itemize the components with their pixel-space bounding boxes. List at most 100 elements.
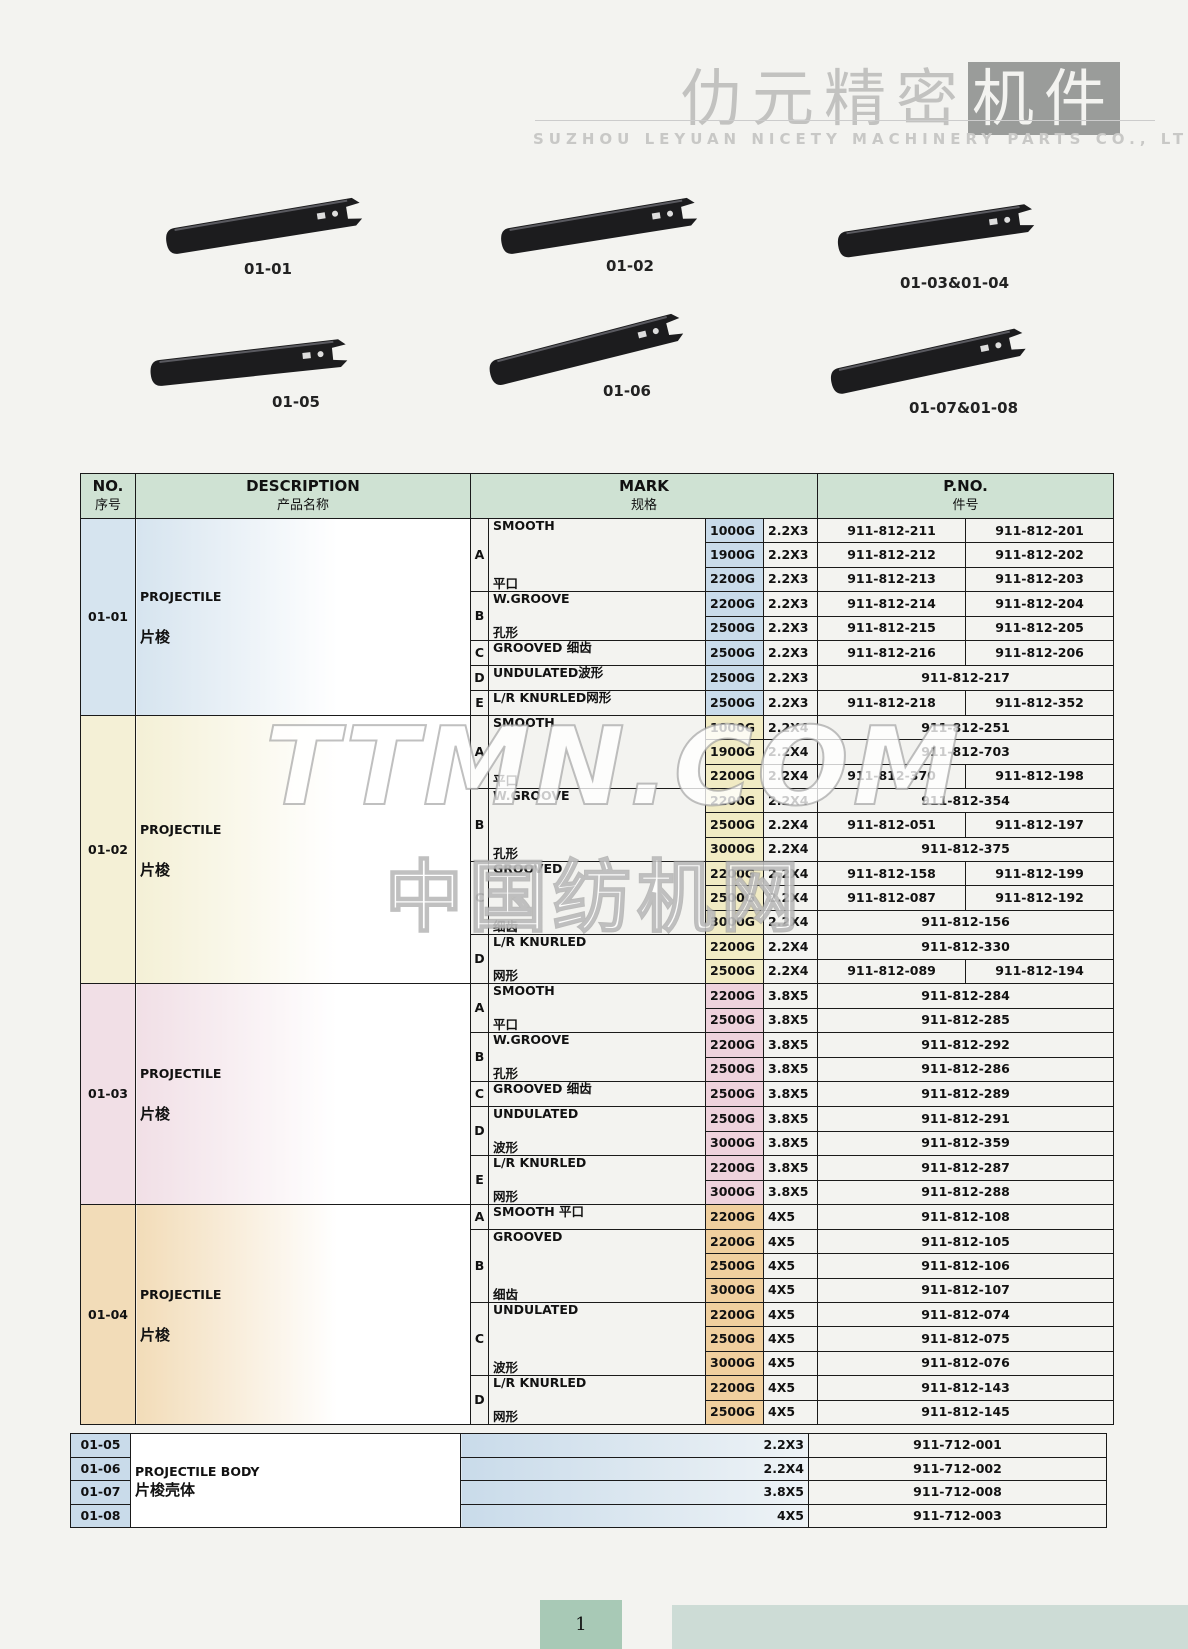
weight: 2200G xyxy=(705,591,764,617)
table-row: 3000G 2.2X4 911-812-156 xyxy=(81,909,1115,936)
size: 2.2X4 xyxy=(762,934,819,960)
part-no: 911-812-198 xyxy=(965,763,1115,790)
label-line: 网形 xyxy=(493,1409,519,1424)
size: 3.8X5 xyxy=(762,1155,819,1181)
part-no: 911-812-197 xyxy=(965,812,1115,838)
part-no: 911-812-286 xyxy=(817,1056,1115,1082)
table-row: 3000G 2.2X4 911-812-375 xyxy=(81,836,1115,863)
size: 3.8X5 xyxy=(762,1106,819,1132)
size: 4X5 xyxy=(762,1399,819,1425)
weight: 2200G xyxy=(705,566,764,593)
label-line: GROOVED 细齿 xyxy=(493,1081,592,1096)
part-no: 911-812-215 xyxy=(817,615,967,641)
size: 3.8X5 xyxy=(762,1179,819,1205)
weight: 2500G xyxy=(705,885,764,911)
size: 2.2X3 xyxy=(762,566,819,593)
label-wrap: W.GROOVE 孔形 xyxy=(493,591,701,640)
weight: 2500G xyxy=(705,1007,764,1033)
label-line: GROOVED xyxy=(493,1229,563,1244)
mark-letter: C xyxy=(470,1302,489,1376)
part-no: 911-812-214 xyxy=(817,591,967,617)
mark-label: UNDULATED波形 xyxy=(488,665,706,691)
weight: 1000G xyxy=(705,517,764,544)
label-line: 细齿 xyxy=(493,919,519,934)
weight: 3000G xyxy=(705,1277,764,1304)
weight: 2200G xyxy=(705,763,764,790)
size: 2.2X3 xyxy=(762,640,819,666)
projectile-photo xyxy=(835,202,1037,260)
label-line: W.GROOVE xyxy=(493,1032,570,1047)
label-wrap: SMOOTH 平口 xyxy=(493,717,701,788)
mark-label: W.GROOVE 孔形 xyxy=(488,788,706,862)
table-row: C GROOVED 细齿 2500G 2.2X3 911-812-216 911-812-… xyxy=(81,640,1115,666)
size: 4X5 xyxy=(762,1277,819,1304)
table-row: 2500G 2.2X4 911-812-087 911-812-192 xyxy=(81,885,1115,911)
part-no: 911-812-212 xyxy=(817,542,967,568)
label-wrap: GROOVED 细齿 xyxy=(493,1081,701,1106)
weight: 2200G xyxy=(705,860,764,887)
part-no: 911-812-143 xyxy=(817,1375,1115,1401)
header-cn: 产品名称 xyxy=(276,498,329,513)
part-no: 911-812-106 xyxy=(817,1253,1115,1279)
weight: 1000G xyxy=(705,714,764,741)
table-row: 01-01 PROJECTILE 片梭 A SMOOTH 平口 1000G 2.2X3 911-… xyxy=(80,517,1115,716)
label-line: 波形 xyxy=(493,1360,519,1375)
mark-letter: E xyxy=(470,1155,489,1205)
label-line: SMOOTH xyxy=(493,518,555,533)
mark-letter: B xyxy=(470,1032,489,1082)
part-no: 911-812-156 xyxy=(817,909,1115,936)
weight: 2500G xyxy=(705,1399,764,1425)
table-row: C GROOVED 细齿 2500G 3.8X5 911-812-289 xyxy=(81,1081,1115,1107)
desc-cn: 片梭 xyxy=(140,628,171,646)
label-line: 网形 xyxy=(493,1189,519,1204)
label-line: 平口 xyxy=(493,576,519,591)
part-no: 911-812-107 xyxy=(817,1277,1115,1304)
size: 2.2X4 xyxy=(762,836,819,863)
part-no: 911-812-285 xyxy=(817,1007,1115,1033)
title-box: 机件 xyxy=(968,62,1121,135)
item-no: 01-03 xyxy=(80,983,136,1205)
size: 4X5 xyxy=(460,1503,809,1528)
table-row: 01-05 PROJECTILE BODY 片梭壳体 2.2X3 911-712-001 xyxy=(70,1433,1107,1528)
part-no: 911-812-289 xyxy=(817,1081,1115,1107)
label-wrap: L/R KNURLED 网形 xyxy=(493,1375,701,1424)
weight: 3000G xyxy=(705,1130,764,1156)
label-wrap: UNDULATED波形 xyxy=(493,665,701,690)
company-title: 仂元精密机件 xyxy=(680,48,1121,138)
photo-label: 01-05 xyxy=(272,393,320,411)
table-row: 01-07 3.8X5 911-712-008 xyxy=(70,1480,1107,1505)
label-line: W.GROOVE xyxy=(493,591,570,606)
part-no: 911-812-216 xyxy=(817,640,967,666)
size: 2.2X4 xyxy=(762,787,819,814)
header-en: NO. xyxy=(92,477,124,495)
body-table: 01-05 PROJECTILE BODY 片梭壳体 2.2X3 911-712-001… xyxy=(70,1433,1107,1528)
label-line: 波形 xyxy=(493,1140,519,1155)
header-cn: 件号 xyxy=(952,498,979,513)
projectile-photo xyxy=(498,195,700,257)
part-no: 911-812-251 xyxy=(817,714,1115,741)
part-no: 911-812-375 xyxy=(817,836,1115,863)
mark-label: W.GROOVE 孔形 xyxy=(488,1032,706,1082)
item-no: 01-07 xyxy=(70,1480,131,1505)
label-line: L/R KNURLED xyxy=(493,1375,587,1390)
size: 3.8X5 xyxy=(460,1480,809,1505)
table-row: 01-06 2.2X4 911-712-002 xyxy=(70,1456,1107,1481)
desc-en: PROJECTILE xyxy=(140,1286,222,1302)
mark-label: L/R KNURLED网形 xyxy=(488,690,706,716)
label-wrap: L/R KNURLED网形 xyxy=(493,692,701,715)
weight: 2200G xyxy=(705,983,764,1009)
desc-en: PROJECTILE xyxy=(140,821,222,837)
label-line: UNDULATED波形 xyxy=(493,665,604,680)
title-main: 仂元精密 xyxy=(680,62,969,135)
label-line: W.GROOVE xyxy=(493,788,570,803)
part-no: 911-812-217 xyxy=(817,665,1115,691)
description: PROJECTILE 片梭 xyxy=(135,518,471,716)
size: 3.8X5 xyxy=(762,1081,819,1107)
part-no: 911-812-108 xyxy=(817,1204,1115,1230)
label-line: L/R KNURLED xyxy=(493,934,587,949)
photo-label: 01-02 xyxy=(606,257,654,275)
part-no: 911-812-703 xyxy=(817,739,1115,765)
